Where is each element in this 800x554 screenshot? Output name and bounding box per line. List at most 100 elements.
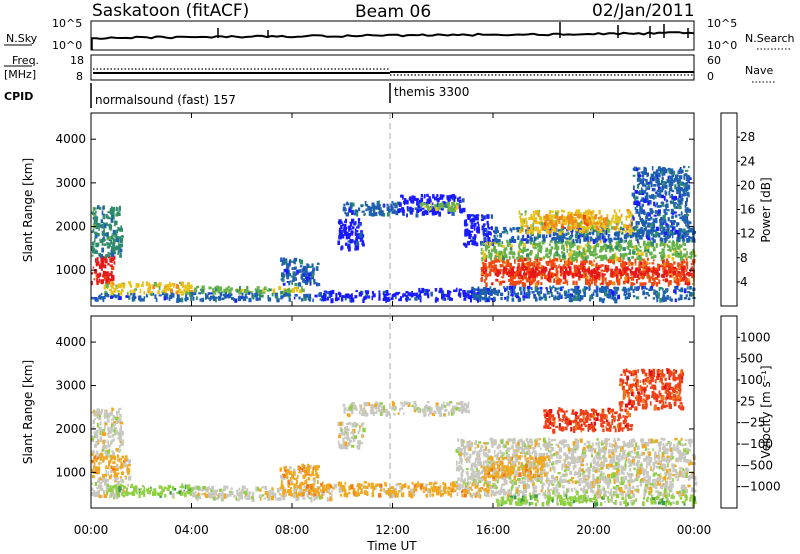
heatmap-cell [645, 213, 649, 218]
heatmap-cell [521, 263, 525, 267]
heatmap-cell [551, 227, 555, 230]
heatmap-cell [605, 289, 608, 293]
heatmap-cell [116, 294, 120, 297]
heatmap-cell [248, 491, 252, 494]
heatmap-cell [603, 226, 607, 231]
heatmap-cell [559, 277, 561, 281]
heatmap-cell [281, 479, 283, 484]
heatmap-cell [571, 229, 573, 235]
heatmap-cell [654, 177, 658, 181]
heatmap-cell [526, 253, 529, 257]
heatmap-cell [306, 263, 309, 268]
heatmap-cell [447, 290, 450, 294]
heatmap-cell [118, 486, 122, 491]
heatmap-cell [491, 282, 494, 286]
heatmap-cell [678, 190, 682, 195]
heatmap-cell [614, 288, 618, 293]
heatmap-cell [626, 275, 630, 279]
heatmap-cell [128, 461, 131, 466]
heatmap-cell [623, 292, 626, 296]
heatmap-cell [673, 261, 676, 265]
heatmap-cell [171, 282, 174, 286]
heatmap-cell [299, 259, 304, 265]
heatmap-cell [568, 271, 572, 275]
heatmap-cell [155, 297, 158, 302]
heatmap-cell [621, 221, 623, 225]
heatmap-cell [107, 426, 110, 432]
heatmap-cell [660, 194, 664, 199]
heatmap-cell [109, 208, 113, 212]
heatmap-cell [566, 215, 570, 218]
heatmap-cell [540, 282, 543, 286]
heatmap-cell [579, 295, 582, 299]
heatmap-cell [394, 203, 398, 209]
heatmap-cell [178, 490, 182, 494]
heatmap-cell [534, 286, 538, 290]
heatmap-cell [457, 292, 462, 297]
heatmap-cell [638, 211, 641, 217]
heatmap-cell [109, 491, 113, 497]
heatmap-cell [225, 292, 227, 296]
heatmap-cell [585, 229, 588, 235]
heatmap-cell [630, 262, 634, 266]
heatmap-cell [205, 490, 209, 493]
heatmap-cell [351, 430, 354, 434]
heatmap-cell [603, 230, 606, 235]
heatmap-cell [580, 232, 584, 236]
heatmap-cell [256, 290, 260, 294]
heatmap-cell [539, 257, 543, 261]
heatmap-cell [689, 240, 692, 243]
heatmap-cell [484, 257, 487, 263]
heatmap-cell [683, 289, 687, 294]
heatmap-cell [365, 204, 368, 207]
heatmap-cell [222, 293, 225, 297]
heatmap-cell [235, 496, 238, 501]
heatmap-cell [95, 458, 98, 463]
heatmap-cell [423, 203, 426, 206]
heatmap-cell [117, 252, 120, 255]
heatmap-cell [586, 211, 590, 216]
heatmap-cell [566, 294, 570, 298]
heatmap-cell [512, 251, 515, 254]
heatmap-cell [273, 492, 277, 498]
heatmap-cell [116, 420, 119, 424]
heatmap-cell [535, 210, 539, 215]
heatmap-cell [589, 248, 591, 253]
heatmap-cell [101, 408, 103, 413]
heatmap-cell [293, 489, 298, 495]
heatmap-cell [570, 297, 573, 303]
heatmap-cell [115, 464, 119, 468]
heatmap-cell [668, 191, 671, 196]
heatmap-cell [117, 450, 121, 453]
heatmap-cell [182, 285, 186, 288]
heatmap-cell [596, 289, 599, 293]
heatmap-cell [271, 490, 274, 496]
heatmap-cell [516, 230, 520, 233]
heatmap-cell [106, 222, 108, 226]
heatmap-cell [184, 289, 188, 295]
heatmap-cell [526, 225, 529, 231]
heatmap-cell [652, 246, 656, 249]
heatmap-cell [99, 426, 102, 431]
heatmap-cell [612, 271, 615, 275]
heatmap-cell [425, 210, 429, 216]
heatmap-cell [96, 450, 99, 456]
heatmap-cell [671, 257, 675, 261]
heatmap-cell [468, 235, 472, 239]
heatmap-cell [574, 219, 576, 225]
heatmap-cell [119, 246, 122, 250]
heatmap-cell [276, 298, 280, 303]
heatmap-cell [303, 265, 306, 269]
heatmap-cell [496, 234, 499, 237]
heatmap-cell [535, 220, 539, 224]
heatmap-cell [659, 225, 663, 228]
heatmap-cell [310, 487, 314, 492]
heatmap-cell [517, 263, 521, 268]
heatmap-cell [691, 292, 694, 297]
heatmap-cell [474, 241, 477, 246]
heatmap-cell [320, 490, 323, 493]
heatmap-cell [204, 494, 209, 498]
heatmap-cell [355, 241, 360, 246]
heatmap-cell [690, 267, 693, 270]
